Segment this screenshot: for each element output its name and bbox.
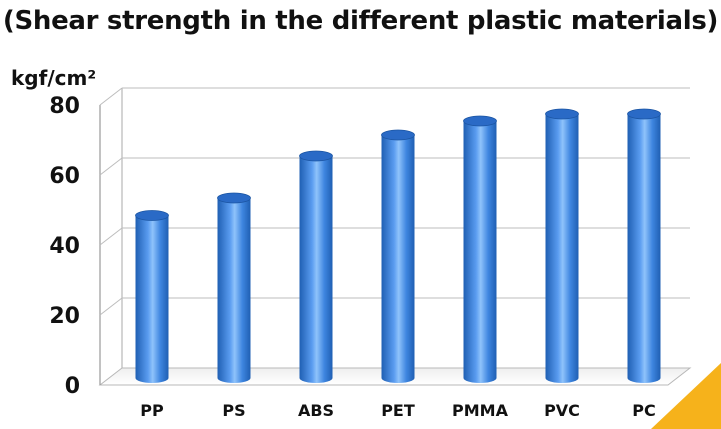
bars (135, 108, 661, 383)
x-category-label: PET (381, 401, 415, 420)
bar (299, 150, 333, 383)
y-tick-label: 40 (49, 234, 80, 259)
bar-body (217, 198, 251, 383)
bar (627, 108, 661, 383)
corner-accent-triangle (651, 363, 721, 429)
bar (381, 129, 415, 383)
bar-body (299, 156, 333, 383)
x-category-labels: PP PS ABS PET PMMA PVC PC (140, 401, 655, 420)
chart-title: (Shear strength in the different plastic… (2, 6, 719, 36)
y-tick-label: 0 (65, 374, 80, 399)
bar (135, 210, 169, 383)
bar-top (381, 129, 415, 141)
x-category-label: ABS (298, 401, 334, 420)
y-tick-labels: 0 20 40 60 80 (49, 94, 80, 399)
bar-body (381, 135, 415, 383)
y-tick-label: 20 (49, 304, 80, 329)
bar-body (135, 215, 169, 383)
x-category-label: PP (140, 401, 164, 420)
bar-body (545, 114, 579, 383)
x-category-label: PVC (544, 401, 580, 420)
bar-top (299, 150, 333, 162)
y-tick-label: 60 (49, 164, 80, 189)
bar-body (463, 121, 497, 383)
bar-top (627, 108, 661, 120)
gridline-diagonal (99, 297, 123, 316)
gridline-diagonal (99, 227, 123, 246)
gridline-diagonal (99, 157, 123, 176)
bar-top (135, 210, 169, 221)
x-category-label: PS (222, 401, 245, 420)
y-axis-unit-label: kgf/cm² (11, 66, 97, 90)
gridline-diagonal (99, 87, 123, 106)
y-tick-label: 80 (49, 94, 80, 119)
x-category-label: PMMA (452, 401, 509, 420)
x-category-label: PC (632, 401, 655, 420)
bar (463, 115, 497, 383)
bar-top (545, 108, 579, 120)
bar-body (627, 114, 661, 383)
bar (217, 192, 251, 383)
bar-top (463, 115, 497, 127)
bar-top (217, 192, 251, 204)
bar (545, 108, 579, 383)
